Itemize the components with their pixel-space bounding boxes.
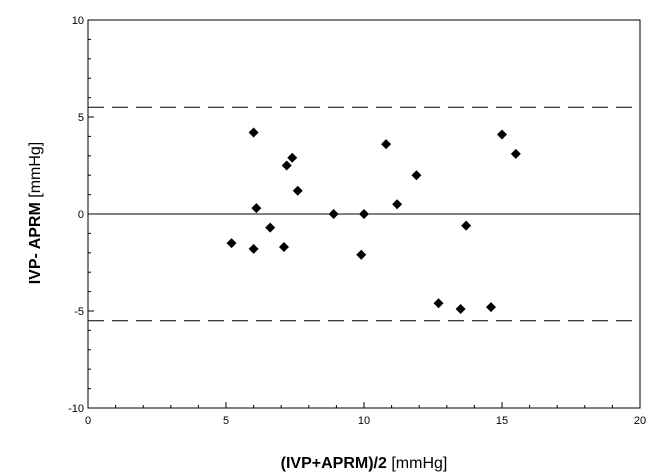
y-tick-label: -10 — [68, 403, 84, 415]
data-point — [485, 302, 496, 313]
data-point — [251, 203, 262, 214]
x-tick-label: 20 — [634, 415, 646, 427]
data-point — [265, 222, 276, 233]
data-point — [392, 199, 403, 210]
data-point — [411, 170, 422, 181]
data-point — [433, 298, 444, 309]
data-point — [248, 243, 259, 254]
data-point — [461, 220, 472, 231]
x-tick-label: 15 — [496, 415, 508, 427]
x-tick-label: 10 — [358, 415, 370, 427]
x-tick-label: 0 — [85, 415, 91, 427]
data-point — [328, 209, 339, 219]
data-point — [248, 127, 259, 138]
data-point — [497, 129, 507, 140]
data-point — [381, 139, 392, 150]
x-axis-label: (IVP+APRM)/2 [mmHg] — [281, 455, 448, 472]
y-tick-label: 0 — [78, 209, 84, 221]
y-tick-label: 10 — [72, 15, 84, 27]
y-axis-ticks: -10 -5 0 5 10 — [68, 15, 94, 415]
data-point — [226, 238, 237, 249]
x-axis-ticks: 0 5 10 15 20 — [85, 402, 646, 427]
data-points — [226, 127, 521, 315]
data-point — [356, 249, 367, 260]
x-tick-label: 5 — [223, 415, 229, 427]
data-point — [287, 152, 298, 163]
data-point — [359, 209, 369, 219]
y-tick-label: -5 — [74, 306, 84, 318]
data-point — [278, 241, 289, 252]
data-point — [510, 148, 521, 159]
data-point — [281, 160, 292, 171]
y-tick-label: 5 — [78, 112, 84, 124]
data-point — [292, 185, 303, 196]
y-axis-label: IVP- APRM [mmHg] — [27, 142, 44, 285]
data-point — [455, 304, 466, 315]
